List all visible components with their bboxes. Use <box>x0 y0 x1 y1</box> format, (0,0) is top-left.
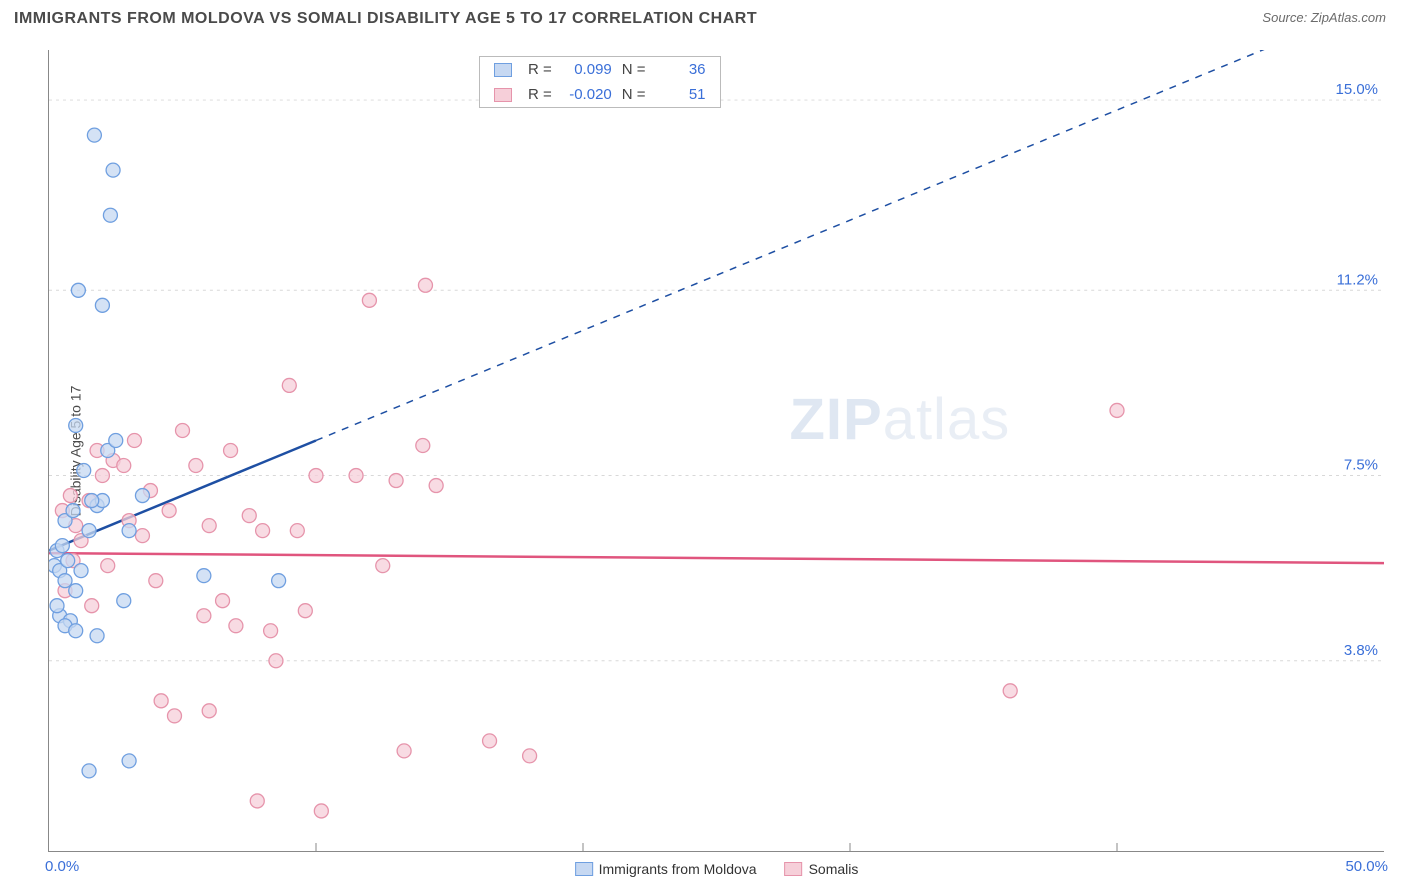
n-value-moldova: 36 <box>656 61 706 78</box>
legend-label-moldova: Immigrants from Moldova <box>599 861 757 877</box>
legend-swatch-somali <box>494 88 512 102</box>
r-value-moldova: 0.099 <box>562 61 612 78</box>
x-axis-min-label: 0.0% <box>45 858 79 875</box>
chart-title: IMMIGRANTS FROM MOLDOVA VS SOMALI DISABI… <box>14 10 757 28</box>
legend-swatch-moldova <box>494 63 512 77</box>
legend-row-somali: R = -0.020 N = 51 <box>480 82 720 107</box>
legend-row-moldova: R = 0.099 N = 36 <box>480 57 720 82</box>
chart-area: Disability Age 5 to 17 3.8%7.5%11.2%15.0… <box>48 50 1384 852</box>
svg-text:11.2%: 11.2% <box>1337 271 1378 288</box>
n-label: N = <box>622 86 646 103</box>
scatter-plot-svg: 3.8% 7.5% 11.2% 15.0% <box>49 50 1384 851</box>
correlation-legend: R = 0.099 N = 36 R = -0.020 N = 51 <box>479 56 721 108</box>
plot-region: 3.8%7.5%11.2%15.0% ZIPatlas R = 0.099 N … <box>48 50 1384 852</box>
series-legend: Immigrants from Moldova Somalis <box>575 861 859 877</box>
n-label: N = <box>622 61 646 78</box>
svg-text:3.8%: 3.8% <box>1344 642 1378 659</box>
svg-text:7.5%: 7.5% <box>1344 457 1378 474</box>
legend-swatch-moldova-bottom <box>575 862 593 876</box>
source-label: Source: <box>1262 10 1307 25</box>
legend-label-somali: Somalis <box>809 861 859 877</box>
r-label: R = <box>528 86 552 103</box>
x-axis-max-label: 50.0% <box>1345 858 1388 875</box>
r-value-somali: -0.020 <box>562 86 612 103</box>
legend-item-somali: Somalis <box>785 861 859 877</box>
legend-swatch-somali-bottom <box>785 862 803 876</box>
source-name: ZipAtlas.com <box>1311 10 1386 25</box>
source-attribution: Source: ZipAtlas.com <box>1262 10 1386 25</box>
svg-text:15.0%: 15.0% <box>1336 81 1378 98</box>
n-value-somali: 51 <box>656 86 706 103</box>
legend-item-moldova: Immigrants from Moldova <box>575 861 757 877</box>
r-label: R = <box>528 61 552 78</box>
